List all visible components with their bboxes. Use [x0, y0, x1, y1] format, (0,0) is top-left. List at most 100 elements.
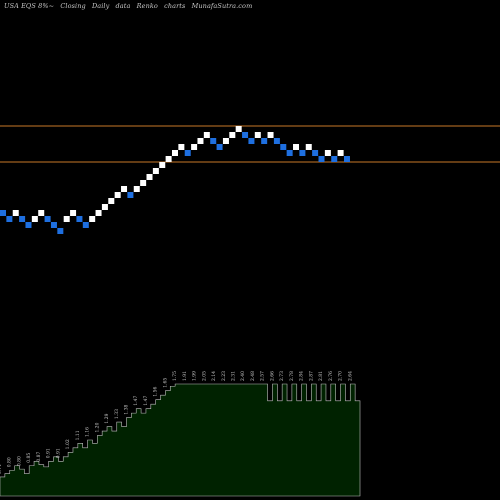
- renko-brick: [293, 144, 300, 150]
- renko-brick: [337, 150, 344, 156]
- renko-brick: [44, 216, 51, 222]
- volume-label: 2.31: [231, 371, 237, 381]
- volume-label: 2.87: [308, 371, 314, 381]
- volume-label: 2.76: [328, 371, 334, 381]
- volume-label: 1.75: [172, 371, 178, 381]
- renko-brick: [152, 168, 159, 174]
- volume-label: 2.78: [289, 371, 295, 381]
- renko-brick: [331, 156, 338, 162]
- volume-label: 2.81: [318, 371, 324, 381]
- volume-label: 0.87: [36, 451, 42, 461]
- renko-brick: [89, 216, 96, 222]
- renko-brick: [254, 132, 261, 138]
- volume-label: 2.73: [279, 371, 285, 381]
- volume-label: 1.16: [85, 427, 91, 437]
- volume-label: 1.47: [143, 395, 149, 405]
- renko-brick: [197, 138, 204, 144]
- renko-brick: [203, 132, 210, 138]
- volume-label: 0.91: [46, 448, 52, 458]
- renko-brick: [95, 210, 102, 216]
- renko-brick: [63, 216, 70, 222]
- volume-label: 2.23: [221, 371, 227, 381]
- volume-label: 2.14: [211, 371, 217, 381]
- renko-brick: [318, 156, 325, 162]
- renko-brick: [57, 228, 64, 234]
- volume-label: 0.91: [55, 448, 61, 458]
- volume-label: 0.80: [7, 457, 13, 467]
- renko-brick: [12, 210, 19, 216]
- renko-brick: [25, 222, 32, 228]
- volume-panel: 0.71 0.80 0.80 0.85 0.87 0.91 0.91 1.02 1.11 1.16…: [0, 371, 361, 497]
- renko-brick: [108, 198, 115, 204]
- volume-label: 1.47: [133, 395, 139, 405]
- renko-brick: [31, 216, 38, 222]
- renko-brick: [210, 138, 217, 144]
- volume-label: 2.05: [201, 371, 207, 381]
- volume-label: 2.57: [260, 371, 266, 381]
- volume-label: 2.40: [240, 371, 246, 381]
- renko-brick: [222, 138, 229, 144]
- renko-brick: [76, 216, 83, 222]
- volume-label: 1.65: [162, 378, 168, 388]
- renko-brick: [229, 132, 236, 138]
- renko-brick: [184, 150, 191, 156]
- renko-brick: [261, 138, 268, 144]
- renko-brick: [133, 186, 140, 192]
- renko-brick: [248, 138, 255, 144]
- renko-brick: [216, 144, 223, 150]
- site-label: MunafaSutra.com: [191, 2, 253, 10]
- chart-header: USA EQS 8%~ Closing Daily data Renko cha…: [4, 2, 256, 10]
- volume-label: 1.99: [192, 371, 198, 381]
- volume-label: 1.29: [104, 413, 110, 423]
- renko-brick: [70, 210, 77, 216]
- volume-label: 1.11: [75, 430, 81, 440]
- renko-brick: [82, 222, 89, 228]
- renko-bricks: [0, 126, 350, 234]
- renko-brick: [171, 150, 178, 156]
- volume-label: 1.02: [65, 439, 71, 449]
- renko-brick: [280, 144, 287, 150]
- renko-brick: [343, 156, 350, 162]
- ticker-label: USA EQS 8%~: [4, 2, 55, 10]
- interval-label: Daily: [91, 2, 110, 10]
- renko-brick: [114, 192, 121, 198]
- volume-area: [0, 383, 361, 497]
- renko-brick: [312, 150, 319, 156]
- renko-brick: [6, 216, 13, 222]
- renko-brick: [324, 150, 331, 156]
- volume-label: 2.70: [338, 371, 344, 381]
- renko-brick: [242, 132, 249, 138]
- renko-brick: [165, 156, 172, 162]
- renko-brick: [235, 126, 242, 132]
- renko-brick: [0, 210, 6, 216]
- renko-brick: [140, 180, 147, 186]
- volume-label: 1.38: [123, 404, 129, 414]
- volume-label: 2.64: [347, 371, 353, 381]
- renko-brick: [50, 222, 57, 228]
- mode-label: Closing: [60, 2, 86, 10]
- renko-brick: [146, 174, 153, 180]
- renko-brick: [121, 186, 128, 192]
- volume-label: 2.48: [250, 371, 256, 381]
- renko-brick: [127, 192, 134, 198]
- renko-brick: [286, 150, 293, 156]
- charts-word-label: charts: [164, 2, 186, 10]
- renko-brick: [159, 162, 166, 168]
- reference-lines: [0, 125, 500, 163]
- renko-brick: [178, 144, 185, 150]
- volume-label: 1.56: [153, 387, 159, 397]
- renko-brick: [38, 210, 45, 216]
- volume-label: 0.80: [16, 456, 22, 466]
- charttype-label: Renko: [136, 2, 158, 10]
- renko-brick: [191, 144, 198, 150]
- volume-label: 1.20: [94, 422, 100, 432]
- renko-brick: [299, 150, 306, 156]
- volume-label: 0.85: [26, 453, 32, 463]
- volume-label: 2.66: [269, 371, 275, 381]
- datatype-label: data: [115, 2, 131, 10]
- volume-label: 1.91: [182, 371, 188, 381]
- renko-brick: [101, 204, 108, 210]
- renko-brick: [305, 144, 312, 150]
- volume-label: 2.84: [299, 371, 305, 381]
